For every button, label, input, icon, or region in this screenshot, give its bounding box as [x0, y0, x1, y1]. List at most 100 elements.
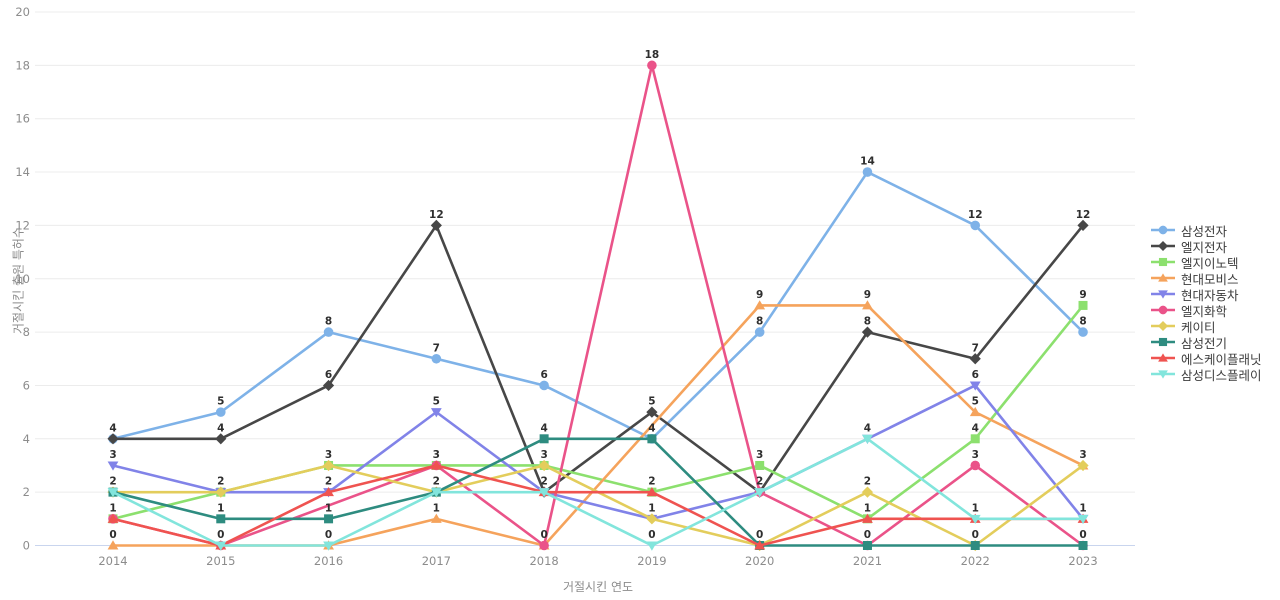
data-point-marker[interactable]: [323, 541, 334, 551]
data-point-marker[interactable]: [539, 380, 549, 391]
data-point-marker[interactable]: [1077, 514, 1089, 525]
data-point-marker[interactable]: [216, 514, 226, 524]
data-point-marker[interactable]: [970, 220, 981, 231]
y-axis-tick-label: 20: [15, 5, 30, 19]
data-point-marker[interactable]: [969, 406, 981, 417]
data-point-label: 3: [756, 449, 763, 461]
data-point-marker[interactable]: [538, 488, 550, 498]
data-point-marker[interactable]: [646, 486, 658, 497]
data-point-marker[interactable]: [430, 488, 442, 498]
legend-item-6[interactable]: 케이티: [1150, 318, 1262, 335]
legend-item-label: 삼성전기: [1181, 335, 1228, 351]
data-point-marker[interactable]: [754, 327, 765, 337]
legend-marker-icon: [1151, 320, 1175, 332]
data-point-marker[interactable]: [647, 60, 657, 71]
data-point-marker[interactable]: [322, 379, 335, 392]
data-point-label: 8: [325, 316, 332, 328]
data-point-marker[interactable]: [107, 540, 119, 550]
data-point-marker[interactable]: [1078, 541, 1088, 550]
x-axis-tick-label: 2021: [853, 554, 882, 568]
data-point-marker[interactable]: [215, 407, 226, 417]
data-point-marker[interactable]: [862, 541, 872, 550]
data-point-marker[interactable]: [646, 513, 658, 525]
data-point-marker[interactable]: [646, 406, 658, 418]
data-point-label: 4: [648, 422, 655, 434]
legend-item-9[interactable]: 삼성디스플레이: [1150, 366, 1262, 383]
legend-item-4[interactable]: 현대자동차: [1150, 286, 1262, 303]
legend-item-7[interactable]: 삼성전기: [1150, 334, 1262, 351]
data-point-label: 1: [648, 502, 655, 514]
series-line-0: [111, 170, 1085, 441]
data-point-marker[interactable]: [538, 459, 550, 472]
y-axis-tick-label: 10: [15, 272, 30, 286]
legend-item-1[interactable]: 엘지전자: [1150, 238, 1262, 255]
data-point-label: 3: [433, 449, 440, 461]
data-point-label: 9: [756, 289, 763, 301]
data-point-label: 9: [1079, 289, 1086, 301]
data-point-marker[interactable]: [970, 434, 980, 444]
data-point-marker[interactable]: [215, 433, 227, 445]
data-point-marker[interactable]: [861, 326, 874, 338]
data-point-marker[interactable]: [431, 353, 442, 364]
series-line-9: [111, 437, 1085, 547]
data-point-marker[interactable]: [107, 433, 119, 445]
legend-item-0[interactable]: 삼성전자: [1150, 222, 1262, 239]
data-point-marker[interactable]: [107, 488, 119, 498]
data-point-label: 6: [540, 369, 547, 381]
legend-item-2[interactable]: 엘지이노텍: [1150, 254, 1262, 271]
data-point-marker[interactable]: [215, 486, 227, 498]
data-point-marker[interactable]: [324, 514, 334, 524]
data-point-label: 5: [217, 396, 224, 408]
data-point-marker[interactable]: [862, 167, 873, 177]
data-point-marker[interactable]: [646, 541, 658, 551]
data-point-marker[interactable]: [862, 300, 873, 310]
data-point-marker[interactable]: [1078, 327, 1088, 337]
legend-item-label: 삼성디스플레이: [1181, 367, 1262, 383]
data-point-marker[interactable]: [539, 540, 549, 551]
data-point-marker[interactable]: [430, 513, 442, 523]
y-axis-tick-label: 6: [23, 378, 30, 392]
data-point-marker[interactable]: [861, 486, 874, 498]
data-point-marker[interactable]: [969, 353, 981, 365]
data-point-marker[interactable]: [754, 540, 766, 550]
data-point-marker[interactable]: [539, 434, 549, 444]
data-point-marker[interactable]: [862, 513, 873, 523]
data-point-marker[interactable]: [1077, 459, 1089, 472]
data-point-marker[interactable]: [215, 541, 227, 551]
data-point-label: 1: [109, 502, 116, 514]
data-point-marker[interactable]: [970, 460, 981, 471]
legend-item-5[interactable]: 엘지화학: [1150, 302, 1262, 319]
data-point-marker[interactable]: [107, 461, 119, 471]
data-point-marker[interactable]: [969, 381, 981, 391]
series-line-8: [111, 464, 1085, 547]
data-point-label: 1: [1079, 502, 1086, 514]
data-point-label: 1: [864, 502, 871, 514]
y-axis-tick-label: 4: [23, 432, 30, 446]
data-point-marker[interactable]: [1078, 300, 1088, 310]
data-point-marker[interactable]: [322, 459, 335, 472]
data-point-marker[interactable]: [430, 460, 442, 470]
data-point-marker[interactable]: [755, 460, 765, 470]
data-point-marker[interactable]: [754, 300, 766, 310]
data-point-marker[interactable]: [647, 434, 657, 444]
data-point-label: 2: [864, 476, 871, 488]
data-point-marker[interactable]: [970, 541, 980, 550]
data-point-marker[interactable]: [323, 327, 334, 337]
data-point-marker[interactable]: [430, 408, 442, 418]
data-point-label: 1: [433, 502, 440, 514]
data-point-marker[interactable]: [1077, 219, 1089, 231]
data-point-marker[interactable]: [107, 513, 119, 523]
data-point-marker[interactable]: [323, 486, 334, 497]
data-point-label: 4: [864, 422, 871, 434]
data-point-marker[interactable]: [754, 488, 766, 498]
data-point-marker[interactable]: [862, 434, 873, 444]
legend-item-8[interactable]: 에스케이플래닛: [1150, 350, 1262, 367]
y-axis-tick-label: 16: [15, 112, 30, 126]
legend-item-3[interactable]: 현대모비스: [1150, 270, 1262, 287]
data-point-marker[interactable]: [430, 219, 442, 231]
x-axis-tick-label: 2017: [422, 554, 451, 568]
y-axis-tick-label: 14: [15, 165, 30, 179]
data-point-label: 3: [109, 449, 116, 461]
data-point-marker[interactable]: [969, 514, 981, 525]
